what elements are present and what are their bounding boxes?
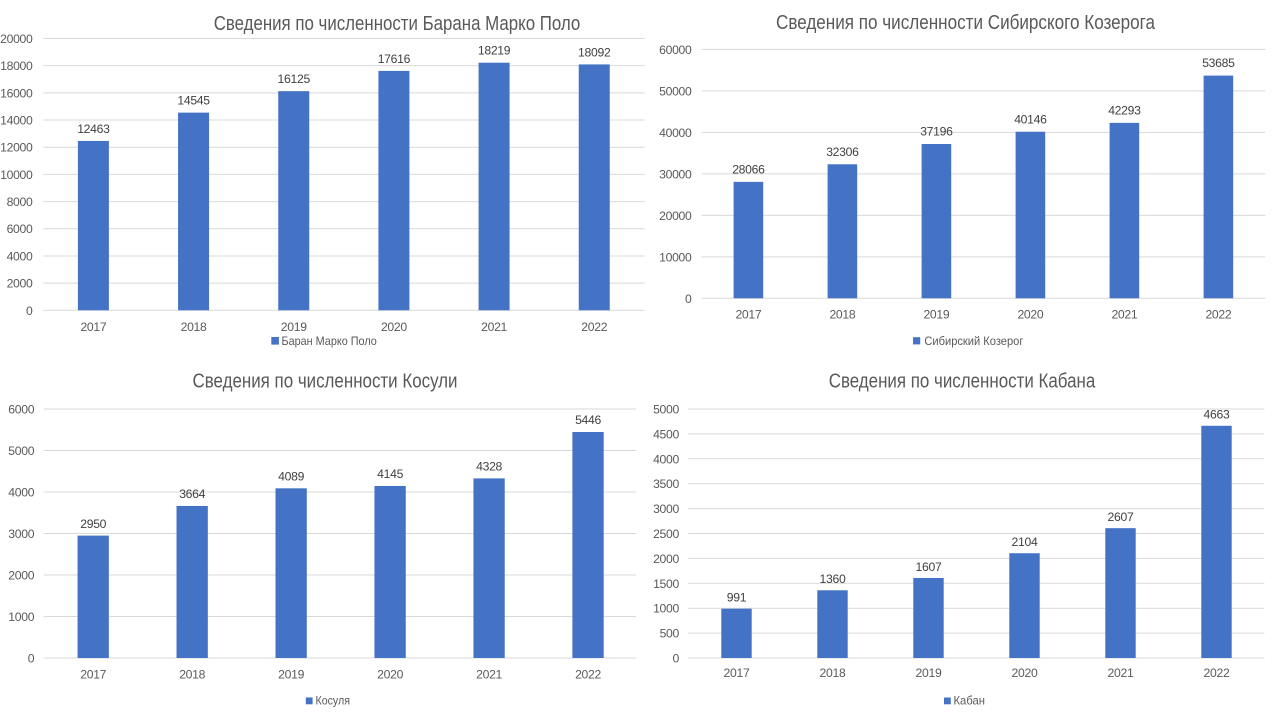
svg-text:Косуля: Косуля bbox=[316, 695, 351, 708]
svg-text:991: 991 bbox=[727, 591, 747, 605]
svg-text:4500: 4500 bbox=[653, 427, 679, 441]
svg-text:2022: 2022 bbox=[1204, 666, 1230, 680]
svg-text:2018: 2018 bbox=[179, 667, 205, 681]
svg-text:20000: 20000 bbox=[0, 32, 33, 46]
svg-text:50000: 50000 bbox=[659, 84, 692, 98]
svg-text:10000: 10000 bbox=[0, 168, 33, 182]
svg-text:2020: 2020 bbox=[1012, 666, 1038, 680]
svg-text:14000: 14000 bbox=[0, 114, 33, 128]
svg-text:1607: 1607 bbox=[916, 560, 942, 574]
svg-text:4663: 4663 bbox=[1204, 408, 1230, 422]
svg-text:2019: 2019 bbox=[916, 666, 942, 680]
svg-text:2607: 2607 bbox=[1108, 510, 1134, 524]
svg-text:10000: 10000 bbox=[659, 250, 692, 264]
svg-text:1360: 1360 bbox=[820, 572, 846, 586]
svg-text:2022: 2022 bbox=[575, 667, 601, 681]
svg-text:Сведения по численности Кабана: Сведения по численности Кабана bbox=[829, 370, 1096, 392]
svg-text:3664: 3664 bbox=[179, 487, 205, 501]
svg-text:2018: 2018 bbox=[181, 320, 207, 334]
svg-text:2017: 2017 bbox=[735, 307, 761, 321]
svg-text:Сведения по численности Косули: Сведения по численности Косули bbox=[193, 370, 458, 392]
svg-text:4089: 4089 bbox=[278, 470, 304, 484]
svg-text:30000: 30000 bbox=[659, 167, 692, 181]
svg-text:14545: 14545 bbox=[177, 94, 210, 108]
svg-text:2017: 2017 bbox=[80, 320, 106, 334]
svg-text:28066: 28066 bbox=[732, 162, 765, 176]
svg-text:2020: 2020 bbox=[381, 320, 407, 334]
svg-text:Сведения по численности Сибирс: Сведения по численности Сибирского Козер… bbox=[776, 12, 1156, 34]
svg-text:2018: 2018 bbox=[829, 307, 855, 321]
svg-text:4000: 4000 bbox=[7, 249, 33, 263]
svg-text:500: 500 bbox=[660, 627, 680, 641]
svg-text:2017: 2017 bbox=[80, 667, 106, 681]
svg-text:4000: 4000 bbox=[8, 485, 34, 499]
svg-text:3000: 3000 bbox=[653, 502, 679, 516]
svg-text:18000: 18000 bbox=[0, 59, 33, 73]
svg-text:37196: 37196 bbox=[920, 125, 953, 139]
svg-text:1000: 1000 bbox=[653, 602, 679, 616]
svg-text:2021: 2021 bbox=[1108, 666, 1134, 680]
svg-text:0: 0 bbox=[28, 651, 35, 665]
svg-text:Баран Марко Поло: Баран Марко Поло bbox=[282, 335, 377, 348]
svg-text:0: 0 bbox=[26, 304, 33, 318]
svg-text:6000: 6000 bbox=[7, 222, 33, 236]
svg-text:32306: 32306 bbox=[826, 145, 859, 159]
svg-text:1500: 1500 bbox=[653, 577, 679, 591]
svg-text:Сведения по численности Барана: Сведения по численности Барана Марко Пол… bbox=[214, 13, 581, 35]
svg-text:2104: 2104 bbox=[1012, 535, 1038, 549]
svg-text:4145: 4145 bbox=[377, 467, 403, 481]
svg-text:0: 0 bbox=[673, 651, 680, 665]
svg-text:5000: 5000 bbox=[8, 444, 34, 458]
svg-text:2021: 2021 bbox=[481, 320, 507, 334]
svg-text:42293: 42293 bbox=[1108, 103, 1141, 117]
svg-text:6000: 6000 bbox=[8, 402, 34, 416]
svg-text:40000: 40000 bbox=[659, 126, 692, 140]
svg-text:2019: 2019 bbox=[923, 307, 949, 321]
svg-text:2021: 2021 bbox=[476, 667, 502, 681]
svg-text:16000: 16000 bbox=[0, 86, 33, 100]
svg-text:2019: 2019 bbox=[281, 320, 307, 334]
svg-text:5000: 5000 bbox=[653, 402, 679, 416]
svg-text:20000: 20000 bbox=[659, 209, 692, 223]
svg-text:8000: 8000 bbox=[7, 195, 33, 209]
svg-text:2020: 2020 bbox=[1017, 307, 1043, 321]
svg-text:5446: 5446 bbox=[575, 413, 601, 427]
svg-text:12000: 12000 bbox=[0, 141, 33, 155]
svg-text:4328: 4328 bbox=[476, 460, 502, 474]
svg-text:40146: 40146 bbox=[1014, 112, 1047, 126]
svg-text:Сибирский Козерог: Сибирский Козерог bbox=[924, 335, 1023, 348]
svg-text:2020: 2020 bbox=[377, 667, 403, 681]
svg-text:16125: 16125 bbox=[278, 72, 311, 86]
svg-text:18092: 18092 bbox=[578, 45, 611, 59]
svg-text:4000: 4000 bbox=[653, 452, 679, 466]
svg-text:12463: 12463 bbox=[77, 122, 110, 136]
svg-text:2021: 2021 bbox=[1111, 307, 1137, 321]
svg-text:2500: 2500 bbox=[653, 527, 679, 541]
svg-text:0: 0 bbox=[685, 292, 692, 306]
svg-text:2019: 2019 bbox=[278, 667, 304, 681]
svg-text:2018: 2018 bbox=[820, 666, 846, 680]
svg-text:2950: 2950 bbox=[80, 517, 106, 531]
svg-text:2000: 2000 bbox=[8, 568, 34, 582]
svg-text:3500: 3500 bbox=[653, 477, 679, 491]
svg-text:2000: 2000 bbox=[7, 277, 33, 291]
svg-text:2000: 2000 bbox=[653, 552, 679, 566]
svg-text:17616: 17616 bbox=[378, 52, 411, 66]
svg-text:2022: 2022 bbox=[1205, 307, 1231, 321]
svg-text:1000: 1000 bbox=[8, 610, 34, 624]
svg-text:3000: 3000 bbox=[8, 527, 34, 541]
svg-text:2022: 2022 bbox=[581, 320, 607, 334]
svg-text:Кабан: Кабан bbox=[954, 695, 986, 708]
svg-text:2017: 2017 bbox=[724, 666, 750, 680]
svg-text:18219: 18219 bbox=[478, 44, 511, 58]
svg-text:53685: 53685 bbox=[1202, 56, 1235, 70]
svg-text:60000: 60000 bbox=[659, 43, 692, 57]
